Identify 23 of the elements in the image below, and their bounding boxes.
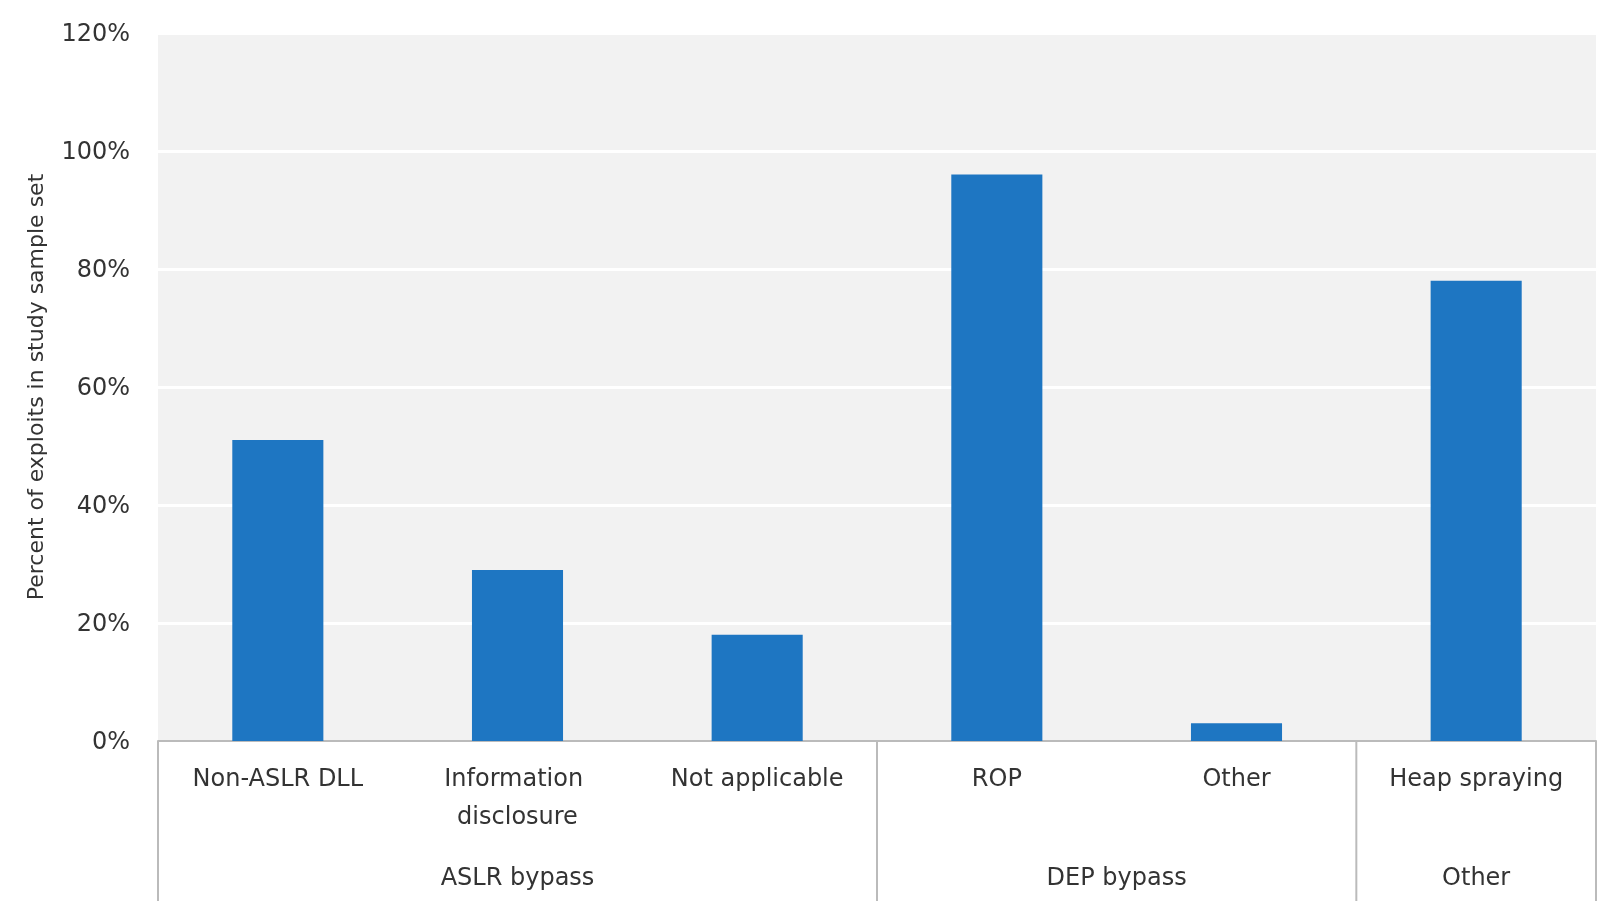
y-tick-label: 80% (76, 255, 130, 283)
y-tick-label: 0% (91, 727, 130, 755)
bar (471, 569, 564, 741)
x-tick-label: Heap spraying (1389, 764, 1564, 792)
x-tick-label: Non-ASLR DLL (192, 764, 364, 792)
bar (232, 440, 324, 741)
y-tick-label: 40% (76, 491, 130, 519)
y-tick-label: 20% (76, 609, 130, 637)
bar (1430, 280, 1522, 741)
x-tick-label: ROP (971, 764, 1022, 792)
y-tick-label: 60% (76, 373, 130, 401)
x-tick-label: Not applicable (670, 764, 844, 792)
x-tick-label: Information disclosure (444, 764, 591, 830)
bar (951, 174, 1043, 741)
text: Other (1442, 863, 1511, 891)
bar (711, 634, 803, 741)
x-tick-label: Other (1202, 764, 1271, 792)
y-tick-label: 100% (61, 137, 130, 165)
text: ASLR bypass (440, 863, 595, 891)
y-axis-title: Percent of exploits in study sample set (22, 173, 48, 601)
y-tick-label: 120% (61, 19, 130, 47)
text: DEP bypass (1046, 863, 1187, 891)
bar (1190, 723, 1283, 741)
